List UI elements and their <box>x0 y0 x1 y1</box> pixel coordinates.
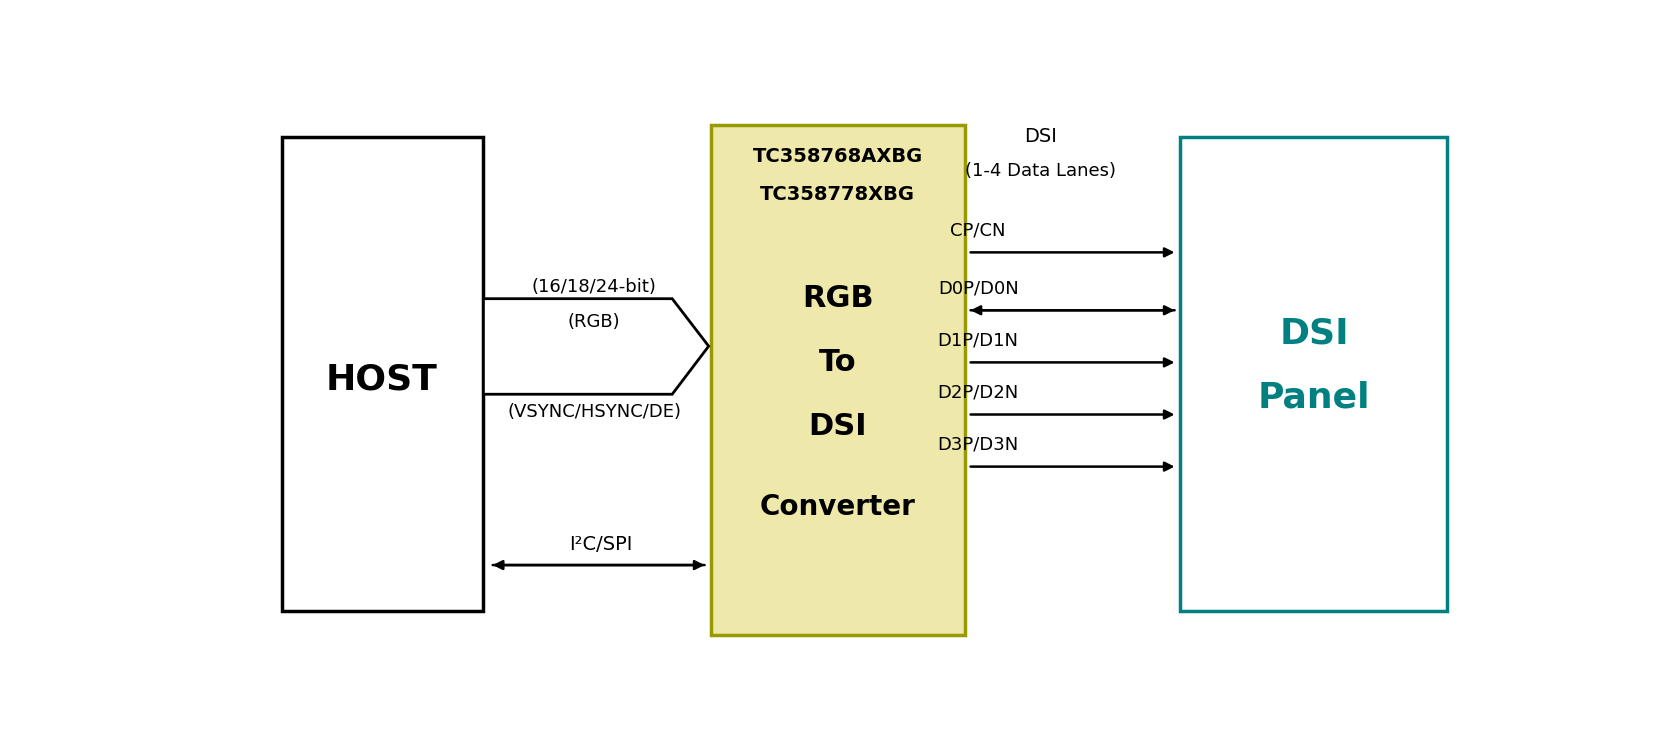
Text: To: To <box>818 348 857 377</box>
Text: RGB: RGB <box>801 284 874 313</box>
Text: D1P/D1N: D1P/D1N <box>937 332 1018 350</box>
Text: HOST: HOST <box>326 362 438 397</box>
Text: TC358768AXBG: TC358768AXBG <box>753 147 922 166</box>
Bar <box>1179 137 1446 611</box>
Text: DSI: DSI <box>808 411 867 441</box>
Text: I²C/SPI: I²C/SPI <box>570 535 632 554</box>
Bar <box>282 137 484 611</box>
Text: D0P/D0N: D0P/D0N <box>937 279 1018 297</box>
Polygon shape <box>484 299 709 394</box>
Text: TC358778XBG: TC358778XBG <box>759 185 916 204</box>
Text: (RGB): (RGB) <box>568 313 620 331</box>
Text: (16/18/24-bit): (16/18/24-bit) <box>531 278 657 296</box>
Bar <box>711 125 966 635</box>
Text: (VSYNC/HSYNC/DE): (VSYNC/HSYNC/DE) <box>507 402 680 420</box>
Text: (1-4 Data Lanes): (1-4 Data Lanes) <box>966 162 1116 180</box>
Text: Panel: Panel <box>1258 380 1371 414</box>
Text: D2P/D2N: D2P/D2N <box>937 384 1018 402</box>
Text: D3P/D3N: D3P/D3N <box>937 435 1018 453</box>
Text: Converter: Converter <box>759 493 916 521</box>
Text: CP/CN: CP/CN <box>951 221 1006 239</box>
Text: DSI: DSI <box>1025 127 1057 146</box>
Text: DSI: DSI <box>1278 317 1349 350</box>
